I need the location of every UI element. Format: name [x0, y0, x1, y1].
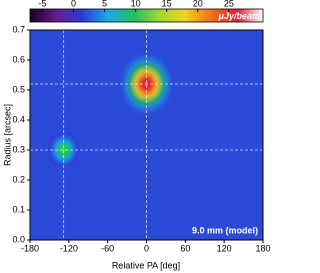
colorbar-tick-label: 25	[224, 0, 234, 8]
heatmap	[30, 30, 263, 240]
x-tick-label: 60	[180, 243, 190, 253]
colorbar-tick-label: -5	[38, 0, 46, 8]
annotation: 9.0 mm (model)	[192, 225, 258, 235]
colorbar-tick-label: 20	[193, 0, 203, 8]
colorbar	[29, 8, 264, 23]
y-tick-label: 0.0	[12, 234, 25, 244]
y-tick-label: 0.2	[12, 174, 25, 184]
y-tick-label: 0.5	[12, 84, 25, 94]
x-axis-label: Relative PA [deg]	[112, 260, 180, 270]
x-tick-label: -120	[60, 243, 78, 253]
colorbar-label: μJy/beam	[218, 11, 260, 21]
colorbar-tick-label: 5	[102, 0, 107, 8]
x-tick-label: -180	[21, 243, 39, 253]
chart: Relative PA [deg] Radius [arcsec] -180 -1…	[2, 0, 270, 270]
colorbar-tick-label: 10	[131, 0, 141, 8]
y-axis-label: Radius [arcsec]	[2, 104, 12, 166]
x-tick-label: 180	[255, 243, 270, 253]
colorbar-tick-label: 15	[162, 0, 172, 8]
y-tick-label: 0.1	[12, 204, 25, 214]
colorbar-tick-label: 0	[71, 0, 76, 8]
x-tick-label: 120	[217, 243, 232, 253]
y-tick-label: 0.4	[12, 114, 25, 124]
x-tick-label: -60	[101, 243, 114, 253]
x-tick-label: 0	[144, 243, 149, 253]
y-tick-label: 0.7	[12, 24, 25, 34]
y-tick-label: 0.3	[12, 144, 25, 154]
y-tick-label: 0.6	[12, 54, 25, 64]
